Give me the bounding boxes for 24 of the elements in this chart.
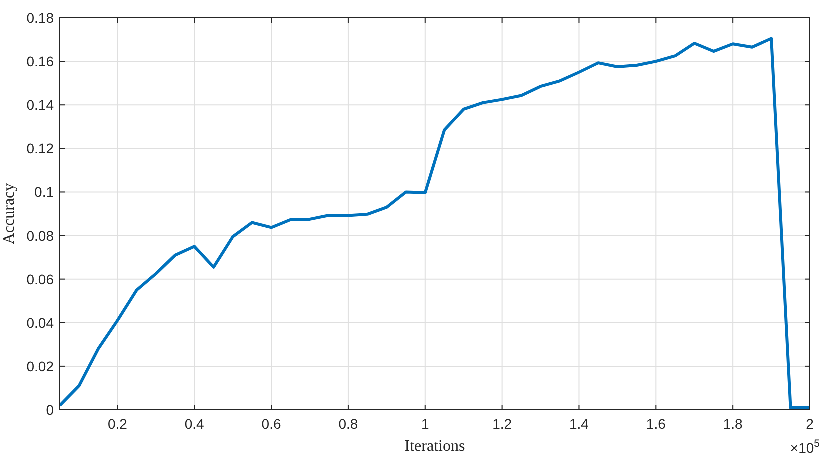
- y-tick-label: 0.04: [26, 314, 54, 331]
- x-tick-label: 0.2: [108, 416, 128, 432]
- y-tick-label: 0.02: [26, 358, 54, 374]
- y-tick-label: 0.08: [26, 228, 54, 244]
- x-tick-label: 1.6: [646, 416, 666, 432]
- y-tick-label: 0.12: [26, 140, 54, 157]
- x-tick-label: 1.4: [569, 416, 590, 432]
- y-tick-label: 0.1: [34, 184, 54, 200]
- x-tick-label: 0.6: [262, 416, 282, 432]
- x-tick-label: 1.2: [492, 416, 512, 432]
- x-axis-title: Iterations: [404, 438, 466, 455]
- x-tick-label: 2: [806, 416, 814, 432]
- x-tick-label: 1: [421, 416, 430, 432]
- y-tick-label: 0.18: [26, 10, 54, 26]
- y-tick-label: 0.14: [26, 97, 54, 114]
- y-tick-label: 0.16: [26, 54, 54, 70]
- y-tick-label: 0: [46, 402, 54, 418]
- x-tick-label: 1.8: [723, 416, 744, 432]
- text: ×10$^{5}$: [790, 438, 820, 456]
- line-series: [58, 37, 812, 410]
- y-axis-title: Accuracy: [1, 183, 18, 245]
- x-tick-label: 0.8: [338, 416, 358, 432]
- y-tick-label: 0.06: [26, 271, 54, 288]
- x-tick-label: 0.4: [184, 416, 205, 432]
